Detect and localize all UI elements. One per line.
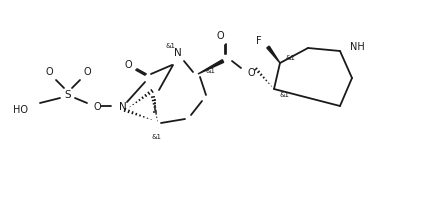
Text: N: N [174,48,182,58]
Text: F: F [256,36,262,46]
Text: O: O [216,31,224,41]
Text: NH: NH [350,42,365,52]
Polygon shape [267,47,280,64]
Polygon shape [198,60,224,75]
Text: HO: HO [12,104,28,115]
Text: &1: &1 [165,43,175,49]
Text: &1: &1 [151,133,161,139]
Text: O: O [83,67,91,77]
Text: &1: &1 [279,91,289,97]
Text: &1: &1 [205,68,215,74]
Text: O: O [247,68,255,78]
Text: O: O [93,102,101,111]
Text: O: O [45,67,53,77]
Text: S: S [65,90,71,99]
Text: &1: &1 [285,55,295,61]
Text: N: N [119,102,127,111]
Text: O: O [124,60,132,70]
